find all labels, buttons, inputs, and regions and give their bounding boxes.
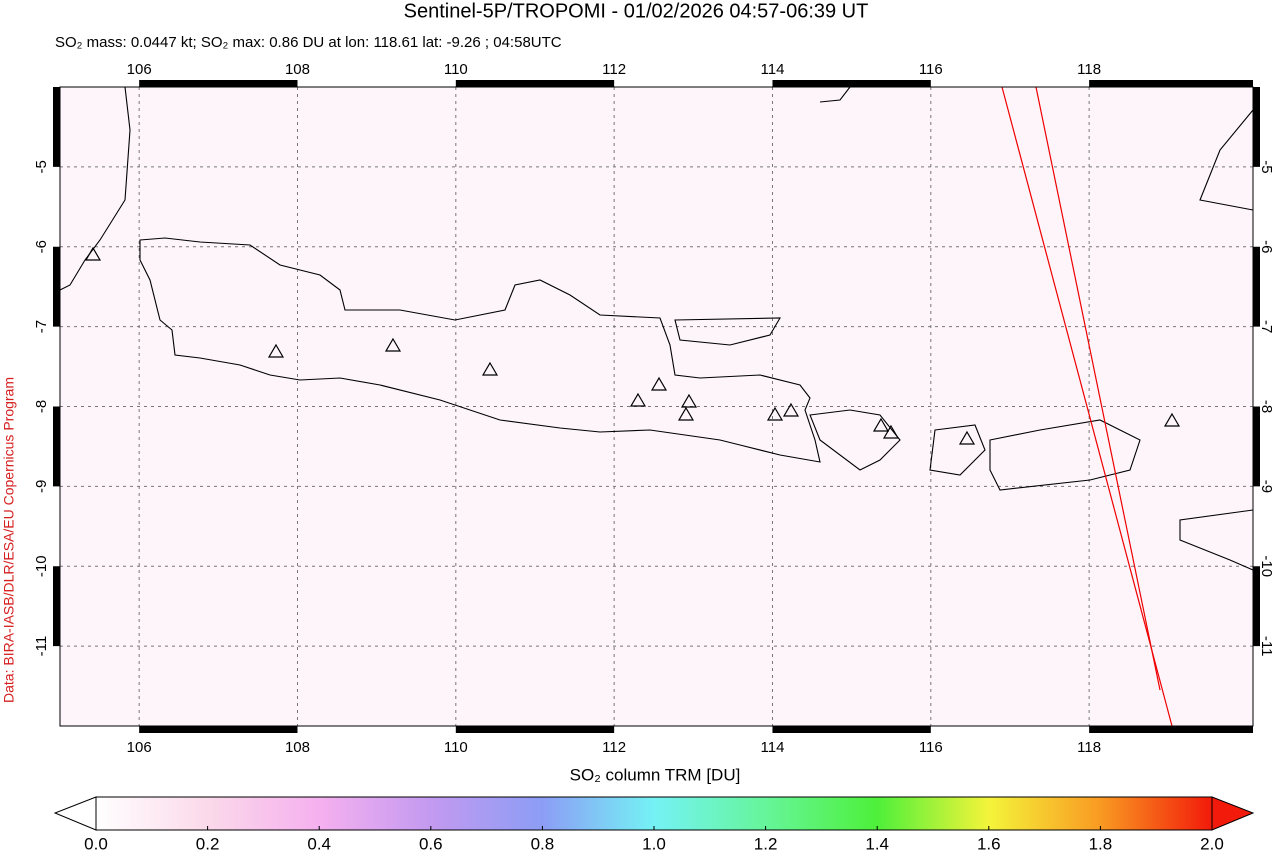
coastlines bbox=[59, 86, 1254, 571]
x-tick-label: 118 bbox=[1077, 61, 1101, 78]
y-tick-label: -7 bbox=[33, 320, 50, 333]
frame-band bbox=[772, 726, 931, 733]
frame-band bbox=[455, 726, 615, 733]
frame-band bbox=[1253, 566, 1260, 647]
y-tick-label: -10 bbox=[33, 555, 50, 577]
frame-band bbox=[53, 566, 60, 647]
colorbar-over-arrow bbox=[1211, 796, 1255, 831]
frame-band bbox=[1089, 80, 1253, 87]
frame-band bbox=[139, 726, 298, 733]
y-tick-label: -5 bbox=[33, 160, 50, 173]
lombok bbox=[929, 424, 986, 476]
colorbar-tick-label: 1.4 bbox=[865, 834, 889, 853]
map-frame bbox=[53, 80, 1260, 733]
sumbawa bbox=[989, 419, 1141, 491]
y-tick-label: -7 bbox=[1258, 320, 1272, 333]
colorbar-tick-label: 2.0 bbox=[1200, 834, 1224, 853]
frame-band bbox=[772, 80, 931, 87]
colorbar-tick-label: 0.2 bbox=[196, 834, 220, 853]
x-tick-label: 112 bbox=[602, 739, 626, 756]
colorbar-tick-label: 1.6 bbox=[977, 834, 1001, 853]
java bbox=[139, 237, 821, 463]
sumatra bbox=[59, 86, 131, 291]
colorbar-tick-label: 0.4 bbox=[307, 834, 331, 853]
y-tick-label: -8 bbox=[33, 400, 50, 413]
frame-band bbox=[139, 80, 298, 87]
y-tick-label: -5 bbox=[1258, 160, 1272, 173]
colorbar-tick-label: 1.0 bbox=[642, 834, 666, 853]
colorbar-tick-label: 1.8 bbox=[1089, 834, 1113, 853]
volcanoes bbox=[84, 246, 1181, 445]
x-tick-label: 106 bbox=[127, 739, 152, 756]
swath-edges bbox=[1001, 86, 1173, 727]
x-tick-label: 110 bbox=[444, 739, 468, 756]
swath-edge bbox=[1035, 86, 1161, 691]
colorbar-ticks: 0.0 0.2 0.4 0.6 0.8 1.0 1.2 1.4 1.6 1.8 2.0 bbox=[84, 826, 1224, 853]
y-tick-label: -11 bbox=[33, 636, 50, 657]
frame-band bbox=[53, 246, 60, 327]
volcano bbox=[1163, 412, 1181, 427]
frame-band bbox=[1253, 246, 1260, 327]
colorbar bbox=[95, 796, 1213, 831]
frame-band bbox=[53, 87, 60, 167]
credit: Data: BIRA-IASB/DLR/ESA/EU Copernicus Pr… bbox=[1, 377, 17, 703]
volcano bbox=[766, 406, 784, 421]
y-tick-label: -6 bbox=[1258, 240, 1272, 253]
volcano bbox=[481, 361, 499, 376]
sulawesi bbox=[1199, 109, 1254, 211]
x-tick-label: 106 bbox=[127, 61, 152, 78]
swath-edge bbox=[1001, 86, 1173, 727]
volcano bbox=[882, 424, 900, 439]
x-tick-label: 108 bbox=[285, 61, 310, 78]
colorbar-under-arrow bbox=[53, 796, 97, 831]
x-tick-label: 114 bbox=[761, 739, 785, 756]
frame-band bbox=[53, 406, 60, 487]
x-tick-label: 116 bbox=[919, 61, 943, 78]
x-tick-label: 110 bbox=[444, 61, 468, 78]
map-border bbox=[59, 86, 1254, 727]
title: Sentinel-5P/TROPOMI - 01/02/2026 04:57-0… bbox=[404, 0, 869, 22]
x-tick-label: 114 bbox=[761, 61, 785, 78]
y-tick-label: -8 bbox=[1258, 400, 1272, 413]
frame-band bbox=[455, 80, 615, 87]
volcano bbox=[629, 392, 647, 407]
y-tick-label: -6 bbox=[33, 240, 50, 253]
colorbar-tick-label: 0.6 bbox=[419, 834, 443, 853]
x-tick-label: 118 bbox=[1077, 739, 1101, 756]
subtitle: SO₂ mass: 0.0447 kt; SO₂ max: 0.86 DU at… bbox=[55, 34, 562, 51]
colorbar-label: SO₂ column TRM [DU] bbox=[570, 765, 741, 784]
colorbar-tick-label: 0.8 bbox=[531, 834, 555, 853]
volcano bbox=[650, 376, 668, 391]
sumba bbox=[1179, 509, 1254, 571]
volcano bbox=[267, 343, 285, 358]
volcano bbox=[677, 406, 695, 421]
grid bbox=[60, 87, 1253, 726]
volcano bbox=[680, 393, 698, 408]
frame-band bbox=[1253, 87, 1260, 167]
x-tick-label: 112 bbox=[602, 61, 626, 78]
y-tick-label: -9 bbox=[33, 480, 50, 493]
colorbar-tick-label: 0.0 bbox=[84, 834, 108, 853]
volcano bbox=[384, 337, 402, 352]
x-tick-label: 116 bbox=[919, 739, 943, 756]
volcano bbox=[782, 402, 800, 417]
x-tick-label: 108 bbox=[285, 739, 310, 756]
volcano bbox=[958, 430, 976, 445]
frame-band bbox=[1089, 726, 1253, 733]
colorbar-tick-label: 1.2 bbox=[754, 834, 778, 853]
volcano bbox=[84, 246, 102, 261]
volcano bbox=[872, 417, 890, 432]
frame-band bbox=[1253, 406, 1260, 487]
y-tick-label: -10 bbox=[1258, 555, 1272, 577]
y-tick-label: -9 bbox=[1258, 480, 1272, 493]
madura bbox=[674, 317, 781, 346]
y-tick-label: -11 bbox=[1258, 636, 1272, 657]
bali bbox=[809, 409, 901, 471]
